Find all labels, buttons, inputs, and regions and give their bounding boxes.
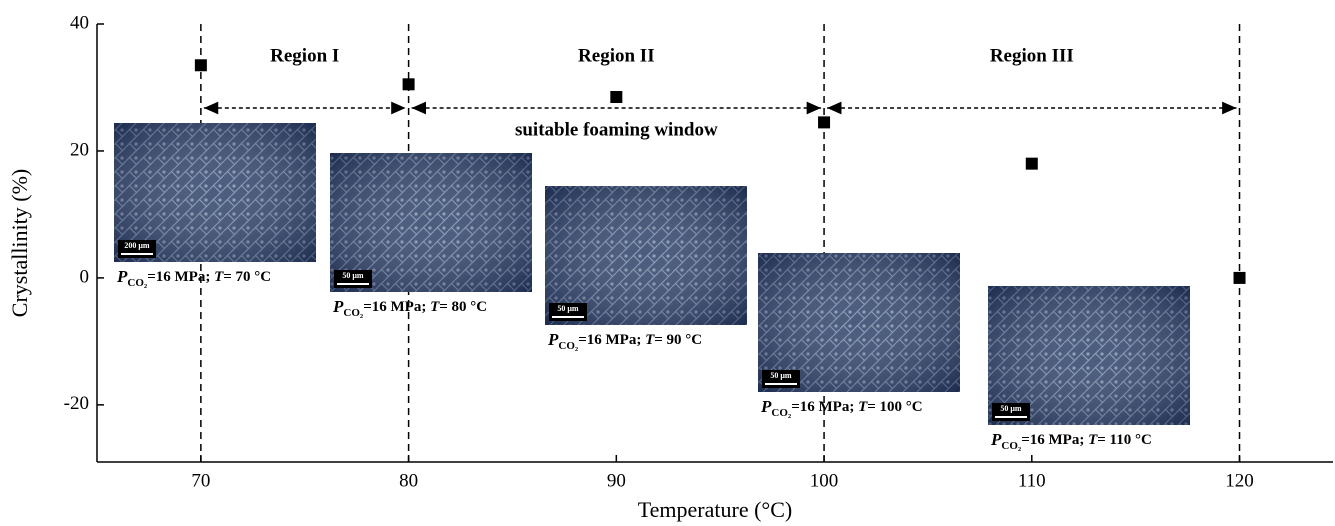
x-tick-label: 90 xyxy=(607,470,626,491)
caption-part: =16 MPa; xyxy=(363,299,430,315)
y-tick-label: 20 xyxy=(70,139,89,160)
caption-part: =16 MPa; xyxy=(578,332,645,348)
scale-bar-label: 50 μm xyxy=(557,304,579,313)
caption-part: CO₂ xyxy=(558,340,579,352)
micrograph-caption: PCO₂=16 MPa; T= 110 °C xyxy=(990,430,1152,452)
region-label: Region II xyxy=(578,45,655,66)
caption-part: CO₂ xyxy=(1001,440,1022,452)
caption-part: P xyxy=(990,430,1002,449)
caption-part: = 70 °C xyxy=(223,269,271,285)
data-point xyxy=(1026,158,1038,170)
caption-part: P xyxy=(760,397,772,416)
data-point xyxy=(195,59,207,71)
region-label: Region I xyxy=(270,45,339,66)
caption-part: =16 MPa; xyxy=(147,269,214,285)
caption-part: = 110 °C xyxy=(1097,432,1152,448)
x-axis-title: Temperature (°C) xyxy=(638,497,792,522)
caption-part: P xyxy=(116,267,128,286)
scale-bar-label: 50 μm xyxy=(342,271,364,280)
micrograph-caption: PCO₂=16 MPa; T= 100 °C xyxy=(760,397,923,419)
y-axis-title: Crystallinity (%) xyxy=(7,169,32,317)
y-tick-label: 0 xyxy=(80,266,90,287)
scale-bar-label: 50 μm xyxy=(770,371,792,380)
x-tick-label: 120 xyxy=(1225,470,1254,491)
caption-part: =16 MPa; xyxy=(791,399,858,415)
micrograph-caption: PCO₂=16 MPa; T= 70 °C xyxy=(116,267,271,289)
region-label: Region III xyxy=(990,45,1074,66)
x-tick-label: 80 xyxy=(399,470,418,491)
micrograph-caption: PCO₂=16 MPa; T= 90 °C xyxy=(547,330,702,352)
x-tick-label: 110 xyxy=(1018,470,1046,491)
x-tick-label: 100 xyxy=(810,470,839,491)
data-point xyxy=(403,78,415,90)
caption-part: CO₂ xyxy=(127,277,148,289)
y-tick-label: 40 xyxy=(70,12,89,33)
micrograph-caption: PCO₂=16 MPa; T= 80 °C xyxy=(332,297,487,319)
x-tick-label: 70 xyxy=(191,470,210,491)
data-point xyxy=(1234,272,1246,284)
caption-part: = 80 °C xyxy=(439,299,487,315)
window-label: suitable foaming window xyxy=(515,119,718,140)
caption-part: = 100 °C xyxy=(867,399,922,415)
caption-part: P xyxy=(547,330,559,349)
scale-bar-label: 50 μm xyxy=(1000,404,1022,413)
data-point xyxy=(818,116,830,128)
scale-bar-label: 200 μm xyxy=(124,241,150,250)
caption-part: P xyxy=(332,297,344,316)
caption-part: = 90 °C xyxy=(654,332,702,348)
chart: Temperature (°C) Crystallinity (%) 70 80 9… xyxy=(0,0,1335,526)
caption-part: CO₂ xyxy=(771,407,792,419)
y-tick-label: -20 xyxy=(64,393,89,414)
caption-part: =16 MPa; xyxy=(1021,432,1088,448)
caption-part: CO₂ xyxy=(343,307,364,319)
data-point xyxy=(610,91,622,103)
